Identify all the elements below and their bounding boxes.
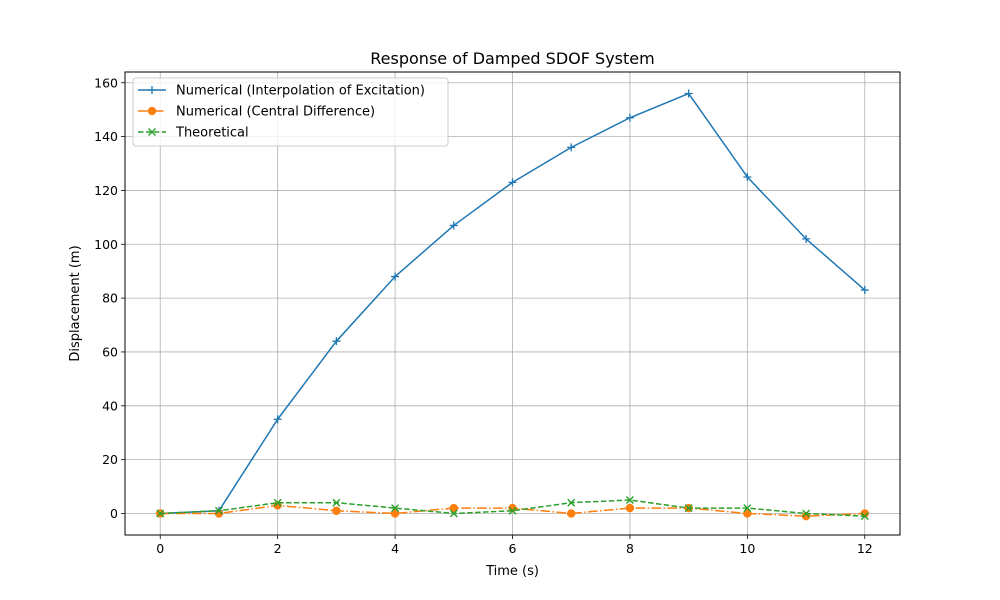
data-point xyxy=(332,506,341,516)
y-tick-label: 60 xyxy=(102,344,118,359)
x-tick-label: 2 xyxy=(274,541,282,556)
data-point xyxy=(566,509,576,518)
legend-box xyxy=(132,77,449,147)
series-3 xyxy=(156,496,869,521)
y-tick-label: 40 xyxy=(102,398,118,413)
data-point xyxy=(684,504,693,513)
data-point xyxy=(860,512,869,521)
data-point xyxy=(214,506,223,515)
data-point xyxy=(449,221,458,230)
x-tick-label: 4 xyxy=(391,541,399,556)
data-point xyxy=(743,172,752,181)
chart-title: Response of Damped SDOF System xyxy=(370,49,654,68)
legend-marker xyxy=(148,128,156,136)
legend-marker xyxy=(147,106,157,116)
x-tick-label: 8 xyxy=(626,541,634,556)
y-tick-label: 100 xyxy=(94,237,118,252)
data-point xyxy=(273,498,282,507)
legend-marker xyxy=(148,86,156,94)
legend-label: Numerical (Central Difference) xyxy=(176,105,375,120)
data-point xyxy=(802,234,811,243)
data-point xyxy=(156,509,165,518)
data-point xyxy=(625,503,635,513)
x-tick-label: 12 xyxy=(857,541,873,556)
data-point xyxy=(508,178,517,187)
data-point xyxy=(449,509,458,518)
x-tick-label: 0 xyxy=(156,541,164,556)
y-axis-label: Displacement (m) xyxy=(68,245,83,361)
data-point xyxy=(684,89,693,98)
data-point xyxy=(567,143,576,152)
y-tick-label: 0 xyxy=(110,506,118,521)
series-layer xyxy=(155,89,870,521)
y-tick-label: 140 xyxy=(94,129,118,144)
data-point xyxy=(332,337,341,346)
data-point xyxy=(508,506,517,515)
y-tick-label: 80 xyxy=(102,291,118,306)
x-tick-label: 6 xyxy=(509,541,517,556)
x-tick-label: 10 xyxy=(739,541,755,556)
data-point xyxy=(332,498,341,507)
data-point xyxy=(449,503,459,513)
y-tick-label: 160 xyxy=(94,75,118,90)
legend-label: Theoretical xyxy=(175,126,249,141)
data-point xyxy=(625,113,634,122)
data-point xyxy=(743,509,752,518)
grid-lines xyxy=(125,72,900,535)
data-point xyxy=(390,509,400,518)
x-axis-label: Time (s) xyxy=(485,564,539,579)
data-point xyxy=(273,415,282,424)
y-tick-label: 120 xyxy=(94,183,118,198)
data-point xyxy=(802,509,811,518)
data-point xyxy=(743,504,752,513)
data-point xyxy=(391,272,400,281)
data-point xyxy=(860,286,869,295)
data-point xyxy=(625,496,634,505)
data-point xyxy=(567,498,576,507)
legend: Numerical (Interpolation of Excitation) N… xyxy=(132,77,449,147)
legend-label: Numerical (Interpolation of Excitation) xyxy=(176,84,425,99)
y-tick-label: 20 xyxy=(102,452,118,467)
data-point xyxy=(391,504,400,513)
